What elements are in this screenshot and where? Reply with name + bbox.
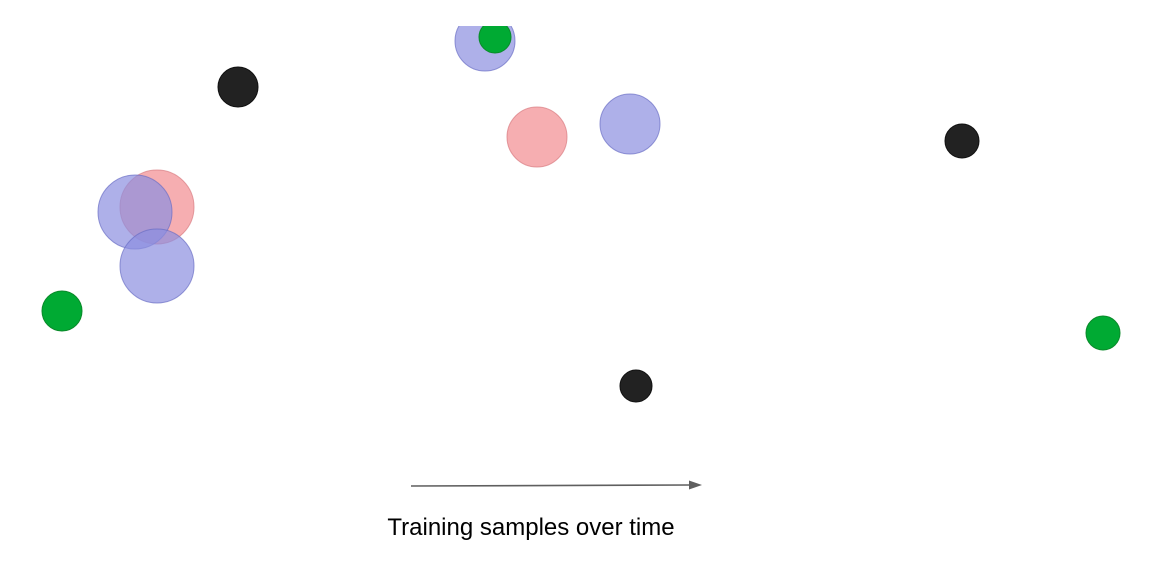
- black-sample-dot: [944, 123, 980, 159]
- time-arrow: [410, 480, 702, 490]
- diagram-caption: Training samples over time: [387, 514, 675, 541]
- time-arrow-line: [410, 484, 691, 487]
- samples-layer: [41, 26, 1121, 403]
- green-sample-dot: [478, 26, 512, 54]
- red-sample-circle: [506, 106, 568, 168]
- time-arrow-head: [689, 480, 702, 490]
- green-sample-dot: [41, 290, 83, 332]
- blue-sample-circle: [119, 228, 195, 304]
- blue-sample-circle: [599, 93, 661, 155]
- black-sample-dot: [217, 66, 259, 108]
- green-sample-dot: [1085, 315, 1121, 351]
- black-sample-dot: [619, 369, 653, 403]
